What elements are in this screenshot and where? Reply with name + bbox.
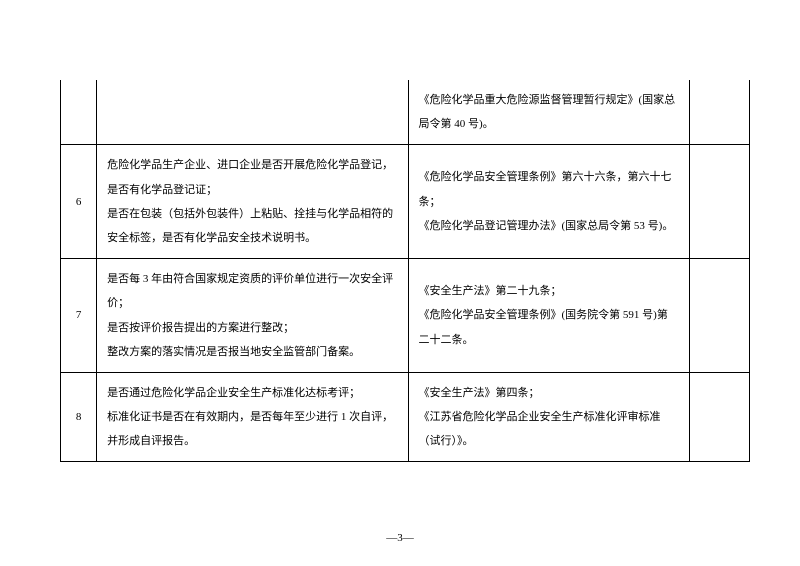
table-row: 《危险化学品重大危险源监督管理暂行规定》(国家总局令第 40 号)。	[61, 80, 750, 145]
legal-basis: 《安全生产法》第二十九条；《危险化学品安全管理条例》(国务院令第 591 号)第…	[408, 259, 689, 373]
table-row: 7是否每 3 年由符合国家规定资质的评价单位进行一次安全评价；是否按评价报告提出…	[61, 259, 750, 373]
inspection-content: 是否每 3 年由符合国家规定资质的评价单位进行一次安全评价；是否按评价报告提出的…	[97, 259, 408, 373]
row-number: 7	[61, 259, 97, 373]
table-row: 8是否通过危险化学品企业安全生产标准化达标考评；标准化证书是否在有效期内，是否每…	[61, 372, 750, 462]
page-number: —3—	[0, 532, 800, 544]
table-row: 6危险化学品生产企业、进口企业是否开展危险化学品登记，是否有化学品登记证；是否在…	[61, 145, 750, 259]
legal-basis: 《危险化学品安全管理条例》第六十六条，第六十七条；《危险化学品登记管理办法》(国…	[408, 145, 689, 259]
row-number: 6	[61, 145, 97, 259]
row-number: 8	[61, 372, 97, 462]
note-cell	[689, 372, 749, 462]
document-page: 《危险化学品重大危险源监督管理暂行规定》(国家总局令第 40 号)。6危险化学品…	[0, 0, 800, 566]
inspection-content: 危险化学品生产企业、进口企业是否开展危险化学品登记，是否有化学品登记证；是否在包…	[97, 145, 408, 259]
legal-basis: 《危险化学品重大危险源监督管理暂行规定》(国家总局令第 40 号)。	[408, 80, 689, 145]
inspection-content: 是否通过危险化学品企业安全生产标准化达标考评；标准化证书是否在有效期内，是否每年…	[97, 372, 408, 462]
note-cell	[689, 145, 749, 259]
note-cell	[689, 80, 749, 145]
inspection-content	[97, 80, 408, 145]
legal-basis: 《安全生产法》第四条；《江苏省危险化学品企业安全生产标准化评审标准（试行）》。	[408, 372, 689, 462]
regulation-table: 《危险化学品重大危险源监督管理暂行规定》(国家总局令第 40 号)。6危险化学品…	[60, 80, 750, 462]
note-cell	[689, 259, 749, 373]
row-number	[61, 80, 97, 145]
